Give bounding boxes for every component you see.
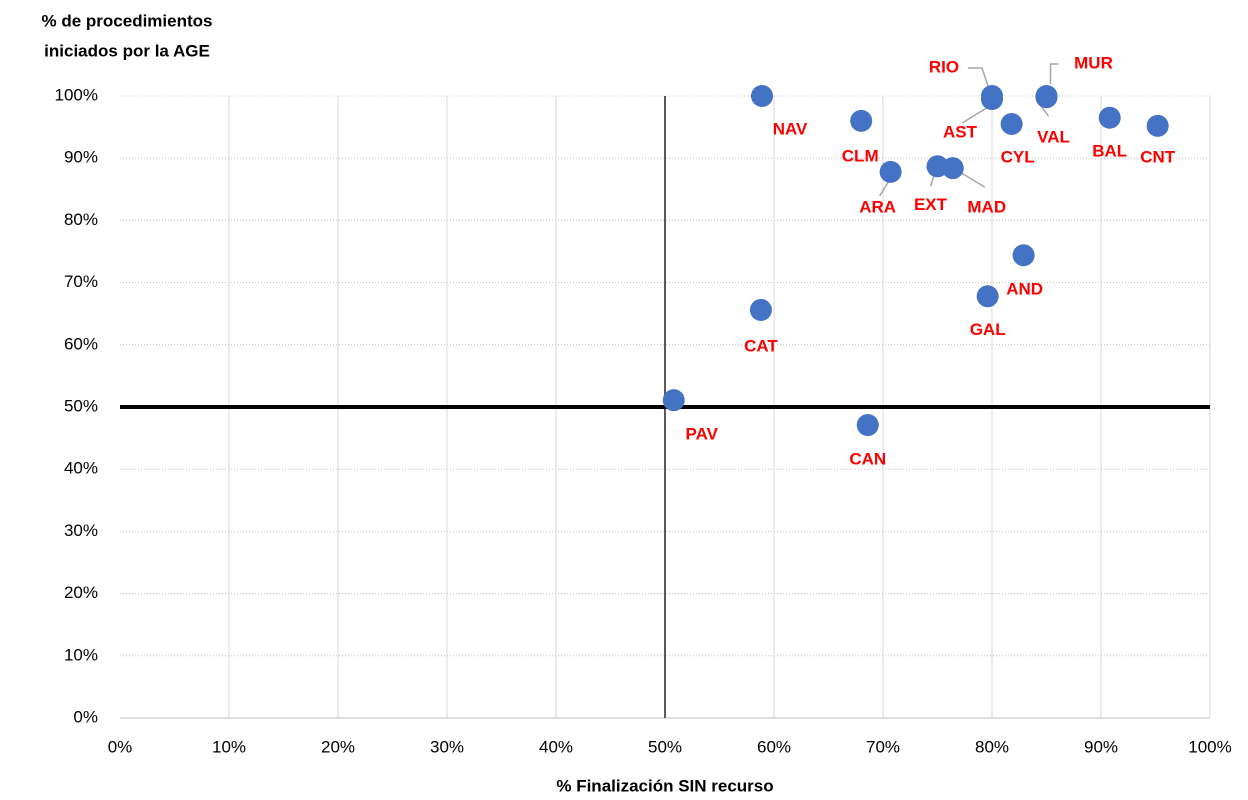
- point-label: CNT: [1140, 147, 1176, 166]
- point-label: AND: [1006, 280, 1043, 299]
- x-tick-label: 20%: [321, 737, 355, 756]
- x-tick-label: 30%: [430, 737, 464, 756]
- point-label: CAT: [744, 336, 778, 355]
- y-tick-label: 40%: [64, 459, 98, 478]
- point-label: CYL: [1001, 147, 1035, 166]
- point: [1035, 86, 1058, 109]
- point-label: GAL: [970, 320, 1006, 339]
- x-tick-label: 50%: [648, 737, 682, 756]
- x-tick-label: 10%: [212, 737, 246, 756]
- y-tick-label: 20%: [64, 583, 98, 602]
- point: [976, 285, 999, 308]
- y-tick-label: 100%: [55, 85, 98, 104]
- y-tick-label: 10%: [64, 645, 98, 664]
- x-axis-title: % Finalización SIN recurso: [556, 776, 773, 795]
- leader-line: [961, 106, 989, 124]
- point-label: EXT: [914, 195, 948, 214]
- point-label: MUR: [1074, 53, 1113, 72]
- point-label: BAL: [1092, 141, 1127, 160]
- point-label: MAD: [967, 198, 1006, 217]
- y-tick-label: 0%: [73, 707, 98, 726]
- point: [856, 414, 879, 437]
- leader-line: [968, 67, 989, 87]
- point-label: CAN: [849, 450, 886, 469]
- point-label: NAV: [773, 119, 808, 138]
- point: [941, 157, 964, 180]
- x-tick-label: 60%: [757, 737, 791, 756]
- point: [751, 85, 774, 107]
- x-tick-label: 0%: [108, 737, 133, 756]
- y-axis-title: iniciados por la AGE: [44, 41, 210, 60]
- point: [1098, 106, 1121, 129]
- y-tick-label: 30%: [64, 521, 98, 540]
- y-tick-label: 60%: [64, 334, 98, 353]
- leader-line: [1049, 63, 1059, 84]
- point: [981, 88, 1003, 111]
- point: [850, 109, 873, 132]
- point: [1000, 112, 1023, 135]
- x-tick-label: 80%: [975, 737, 1009, 756]
- point-label: VAL: [1037, 128, 1070, 147]
- point: [1146, 114, 1169, 137]
- y-tick-label: 80%: [64, 210, 98, 229]
- point: [1012, 244, 1035, 267]
- x-tick-label: 100%: [1188, 737, 1231, 756]
- point: [879, 160, 902, 183]
- y-tick-label: 70%: [64, 272, 98, 291]
- y-tick-label: 90%: [64, 148, 98, 167]
- point: [749, 298, 772, 321]
- x-tick-label: 70%: [866, 737, 900, 756]
- point-label: PAV: [686, 425, 719, 444]
- x-tick-label: 90%: [1084, 737, 1118, 756]
- point-label: ARA: [859, 197, 896, 216]
- point: [662, 389, 685, 412]
- x-tick-label: 40%: [539, 737, 573, 756]
- point-label: CLM: [842, 146, 879, 165]
- point-label: RIO: [929, 57, 959, 76]
- y-axis-title: % de procedimientos: [42, 11, 213, 30]
- y-tick-label: 50%: [64, 396, 98, 415]
- point-label: AST: [943, 123, 978, 142]
